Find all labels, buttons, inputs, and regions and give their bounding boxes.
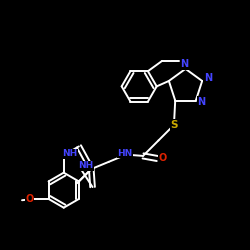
Text: O: O: [26, 194, 34, 204]
Text: O: O: [159, 154, 167, 164]
Text: NH: NH: [78, 162, 94, 170]
Text: N: N: [198, 97, 205, 107]
Text: HN: HN: [118, 149, 133, 158]
Text: S: S: [170, 120, 178, 130]
Text: N: N: [204, 74, 212, 84]
Text: N: N: [180, 59, 188, 69]
Text: NH: NH: [62, 149, 78, 158]
